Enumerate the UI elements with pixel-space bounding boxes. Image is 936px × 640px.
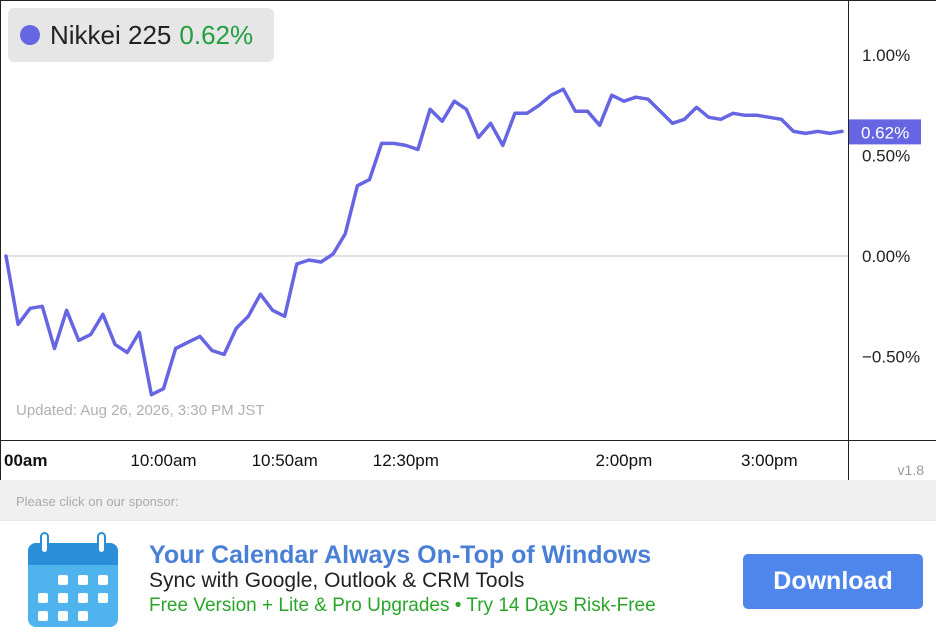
version-label: v1.8: [897, 462, 924, 478]
updated-text: Updated: Aug 26, 2026, 3:30 PM JST: [16, 402, 265, 419]
sponsor-ad[interactable]: Your Calendar Always On-Top of Windows S…: [0, 520, 936, 640]
download-button[interactable]: Download: [743, 554, 923, 609]
x-tick-label: 00am: [4, 451, 47, 470]
x-tick-label: 3:00pm: [741, 451, 798, 470]
x-tick-label: 12:30pm: [373, 451, 439, 470]
calendar-icon[interactable]: [26, 529, 120, 629]
sponsor-tagline: Free Version + Lite & Pro Upgrades • Try…: [149, 595, 656, 616]
sponsor-strip: Please click on our sponsor:: [0, 480, 936, 520]
last-value-label: 0.62%: [861, 123, 909, 142]
legend-change: 0.62%: [179, 19, 254, 50]
x-tick-label: 2:00pm: [596, 451, 653, 470]
y-tick-label: −0.50%: [862, 348, 920, 367]
y-tick-label: 0.00%: [862, 247, 910, 266]
x-tick-label: 10:50am: [252, 451, 318, 470]
x-tick-label: 10:00am: [130, 451, 196, 470]
series-line-nikkei-225: [4, 87, 844, 397]
legend-box: Nikkei 225 0.62%: [8, 8, 274, 62]
legend-dot: [20, 25, 40, 45]
y-tick-label: 0.50%: [862, 147, 910, 166]
sponsor-subtitle: Sync with Google, Outlook & CRM Tools: [149, 569, 525, 592]
chart-svg: 1.00% 0.50% 0.00% −0.50% 00am 10:00am 10:50am 1…: [0, 0, 936, 480]
y-tick-label: 1.00%: [862, 46, 910, 65]
legend-name: Nikkei 225: [50, 19, 172, 50]
sponsor-label: Please click on our sponsor:: [16, 494, 179, 509]
last-value-badge: [849, 119, 921, 145]
sponsor-title[interactable]: Your Calendar Always On-Top of Windows: [149, 541, 652, 569]
chart-area: 1.00% 0.50% 0.00% −0.50% 00am 10:00am 10:50am 1…: [0, 0, 936, 480]
